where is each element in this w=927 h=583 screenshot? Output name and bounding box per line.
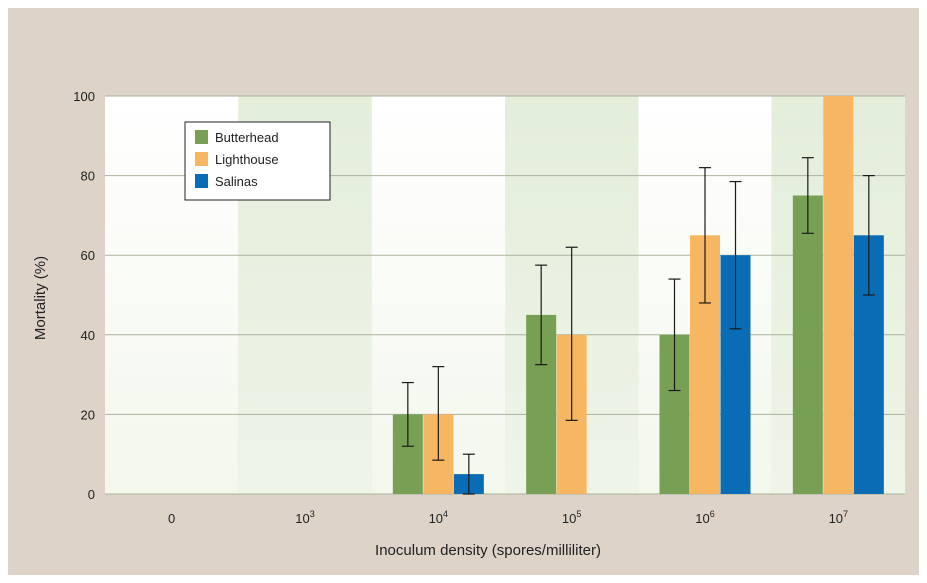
error-bar	[401, 381, 414, 447]
error-bar	[535, 264, 548, 366]
error-bar	[668, 278, 681, 392]
error-bar	[729, 180, 742, 330]
legend-label-lighthouse: Lighthouse	[215, 152, 279, 167]
legend: Butterhead Lighthouse Salinas	[184, 121, 331, 201]
x-tick-label: 103	[295, 509, 314, 526]
x-tick-base: 10	[295, 511, 309, 526]
y-tick-label: 40	[81, 328, 95, 343]
legend-swatch-butterhead	[195, 130, 208, 144]
y-tick-label: 60	[81, 248, 95, 263]
y-tick-label: 80	[81, 169, 95, 184]
y-tick-label: 0	[88, 487, 95, 502]
x-tick-exponent: 4	[443, 509, 448, 519]
x-tick-label: 106	[695, 509, 714, 526]
x-tick-exponent: 5	[576, 509, 581, 519]
legend-label-butterhead: Butterhead	[215, 130, 279, 145]
x-tick-labels: 0 103 104 105 106 107	[168, 509, 848, 526]
y-tick-labels: 0 20 40 60 80 100	[73, 89, 95, 502]
x-tick-base: 0	[168, 511, 175, 526]
bar-lighthouse	[823, 96, 854, 494]
x-tick-base: 10	[829, 511, 843, 526]
y-tick-label: 20	[81, 407, 95, 422]
error-bar	[699, 167, 711, 304]
error-bar	[432, 366, 445, 461]
x-tick-label: 0	[168, 511, 175, 526]
x-tick-exponent: 3	[310, 509, 315, 519]
legend-box	[184, 121, 331, 201]
x-tick-base: 10	[429, 511, 443, 526]
x-tick-base: 10	[562, 511, 576, 526]
error-bar	[801, 157, 814, 234]
y-axis-title: Mortality (%)	[32, 256, 49, 340]
x-axis-title: Inoculum density (spores/milliliter)	[375, 542, 601, 559]
legend-label-salinas: Salinas	[215, 174, 258, 189]
gridlines	[105, 95, 905, 495]
x-tick-label: 107	[829, 509, 848, 526]
error-bar	[862, 175, 875, 296]
error-bar	[462, 453, 475, 495]
x-tick-exponent: 7	[843, 509, 848, 519]
bar-butterhead	[792, 195, 823, 494]
error-bars	[401, 157, 875, 495]
x-tick-exponent: 6	[710, 509, 715, 519]
error-bar	[565, 246, 578, 421]
chart-background: 0 20 40 60 80 100 0 103 104 105 106 107 Inoculum d…	[8, 8, 919, 575]
x-tick-label: 104	[429, 509, 448, 526]
bars	[392, 96, 884, 495]
legend-swatch-lighthouse	[195, 152, 208, 166]
x-tick-label: 105	[562, 509, 581, 526]
legend-swatch-salinas	[195, 174, 208, 188]
y-tick-label: 100	[73, 89, 95, 104]
x-tick-base: 10	[695, 511, 709, 526]
